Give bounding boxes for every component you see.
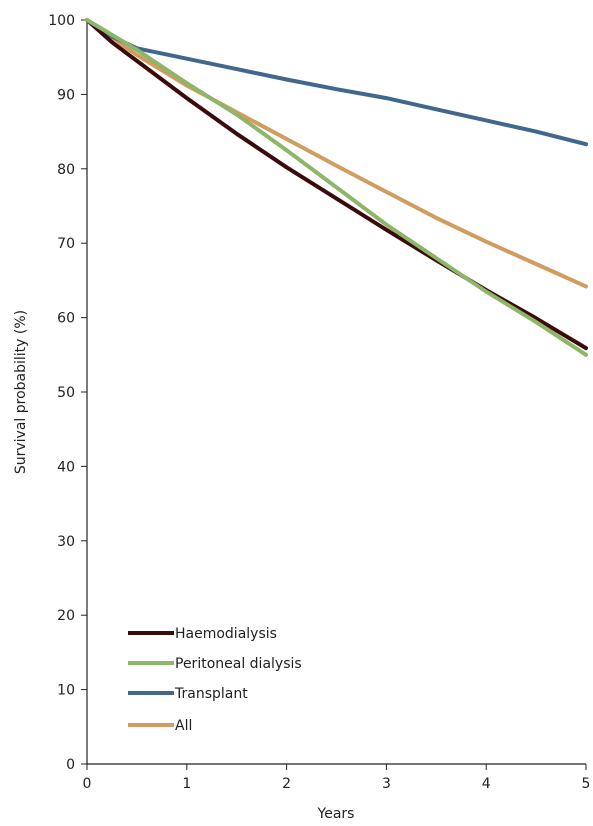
- y-tick-label: 80: [57, 162, 75, 178]
- y-tick-label: 90: [57, 87, 75, 103]
- x-axis-ticks: 0 1 2 3 4 5: [83, 764, 591, 792]
- y-axis-ticks: 0 10 20 30 40 50 60 70 80 90 100: [48, 13, 87, 773]
- y-tick-label: 30: [57, 534, 75, 550]
- y-tick-label: 10: [57, 683, 75, 699]
- series-line-transplant: [85, 18, 588, 147]
- series-lines: [85, 18, 588, 357]
- legend-label: Haemodialysis: [175, 626, 277, 642]
- series-line-all: [85, 18, 588, 289]
- x-tick-label: 0: [83, 776, 92, 792]
- legend-label: Peritoneal dialysis: [175, 656, 302, 672]
- x-axis-title: Years: [317, 806, 355, 822]
- y-tick-label: 40: [57, 459, 75, 475]
- series-line-peritoneal-dialysis: [85, 18, 588, 357]
- y-tick-label: 60: [57, 311, 75, 327]
- x-tick-label: 1: [182, 776, 191, 792]
- x-tick-label: 5: [582, 776, 591, 792]
- y-tick-label: 50: [57, 385, 75, 401]
- y-tick-label: 100: [48, 13, 75, 29]
- legend-label: All: [175, 718, 192, 734]
- legend-label: Transplant: [174, 686, 248, 702]
- x-tick-label: 3: [382, 776, 391, 792]
- x-tick-label: 2: [282, 776, 291, 792]
- y-tick-label: 0: [66, 757, 75, 773]
- y-tick-label: 70: [57, 236, 75, 252]
- chart-legend: Haemodialysis Peritoneal dialysis Transpla…: [128, 626, 302, 734]
- y-axis-title: Survival probability (%): [13, 310, 29, 474]
- y-tick-label: 20: [57, 608, 75, 624]
- x-tick-label: 4: [482, 776, 491, 792]
